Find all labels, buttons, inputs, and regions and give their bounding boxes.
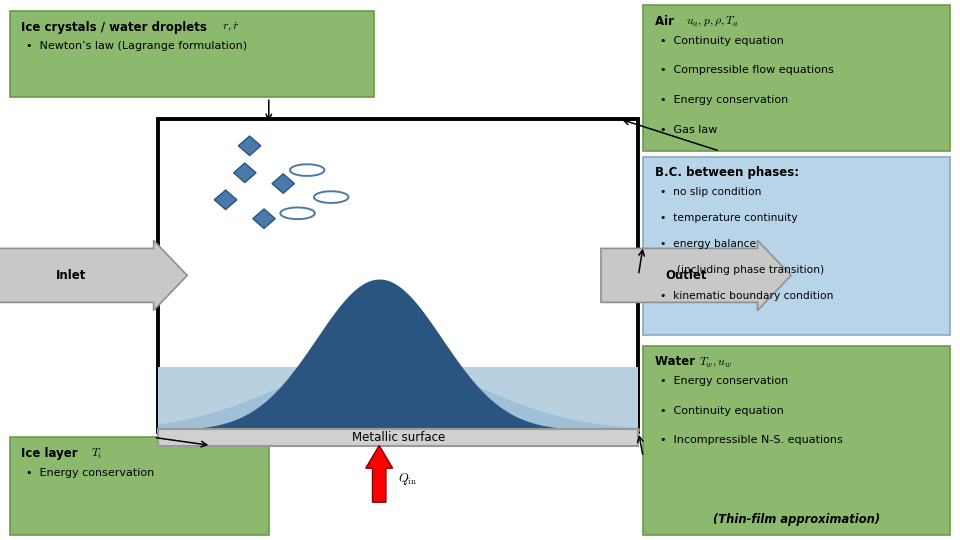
Polygon shape xyxy=(252,209,276,228)
Text: •  Gas law: • Gas law xyxy=(660,125,717,135)
FancyBboxPatch shape xyxy=(643,157,950,335)
Text: Metallic surface: Metallic surface xyxy=(351,431,445,444)
Text: •  kinematic boundary condition: • kinematic boundary condition xyxy=(660,291,833,301)
Text: •  energy balance: • energy balance xyxy=(660,239,756,249)
Text: Inlet: Inlet xyxy=(57,269,86,282)
FancyBboxPatch shape xyxy=(643,346,950,535)
Polygon shape xyxy=(238,136,261,156)
Text: •  Energy conservation: • Energy conservation xyxy=(26,468,155,478)
Text: $Q_\mathrm{in}$: $Q_\mathrm{in}$ xyxy=(398,471,418,487)
FancyBboxPatch shape xyxy=(643,5,950,151)
Polygon shape xyxy=(601,240,791,310)
Text: $u_a, p, \rho, T_a$: $u_a, p, \rho, T_a$ xyxy=(685,15,739,29)
Text: •  Energy conservation: • Energy conservation xyxy=(660,95,788,105)
Text: •  Incompressible N-S. equations: • Incompressible N-S. equations xyxy=(660,435,842,445)
Text: (Thin-film approximation): (Thin-film approximation) xyxy=(713,514,880,526)
FancyBboxPatch shape xyxy=(10,437,269,535)
Text: Ice layer: Ice layer xyxy=(21,447,86,460)
Text: $T_w, u_w$: $T_w, u_w$ xyxy=(699,355,732,369)
Polygon shape xyxy=(272,174,295,193)
Text: Water: Water xyxy=(655,355,703,368)
FancyBboxPatch shape xyxy=(158,119,638,432)
Text: •  temperature continuity: • temperature continuity xyxy=(660,213,797,223)
Text: $r, \dot{r}$: $r, \dot{r}$ xyxy=(222,21,240,33)
Text: •  Continuity equation: • Continuity equation xyxy=(660,36,783,46)
Text: Air: Air xyxy=(655,15,682,28)
FancyBboxPatch shape xyxy=(10,11,374,97)
Polygon shape xyxy=(214,190,237,210)
Text: •  Compressible flow equations: • Compressible flow equations xyxy=(660,65,833,76)
Polygon shape xyxy=(233,163,256,183)
Text: •  Continuity equation: • Continuity equation xyxy=(660,406,783,416)
FancyArrow shape xyxy=(366,446,393,502)
Text: •  no slip condition: • no slip condition xyxy=(660,187,761,197)
Text: •  Energy conservation: • Energy conservation xyxy=(660,376,788,386)
Text: Ice crystals / water droplets: Ice crystals / water droplets xyxy=(21,21,215,33)
Text: (including phase transition): (including phase transition) xyxy=(660,265,824,275)
Polygon shape xyxy=(0,240,187,310)
Text: •  Newton’s law (Lagrange formulation): • Newton’s law (Lagrange formulation) xyxy=(26,41,247,51)
Text: B.C. between phases:: B.C. between phases: xyxy=(655,166,799,179)
Text: Outlet: Outlet xyxy=(665,269,707,282)
Text: $T_i$: $T_i$ xyxy=(91,447,103,461)
FancyBboxPatch shape xyxy=(158,429,638,445)
FancyBboxPatch shape xyxy=(158,367,638,432)
